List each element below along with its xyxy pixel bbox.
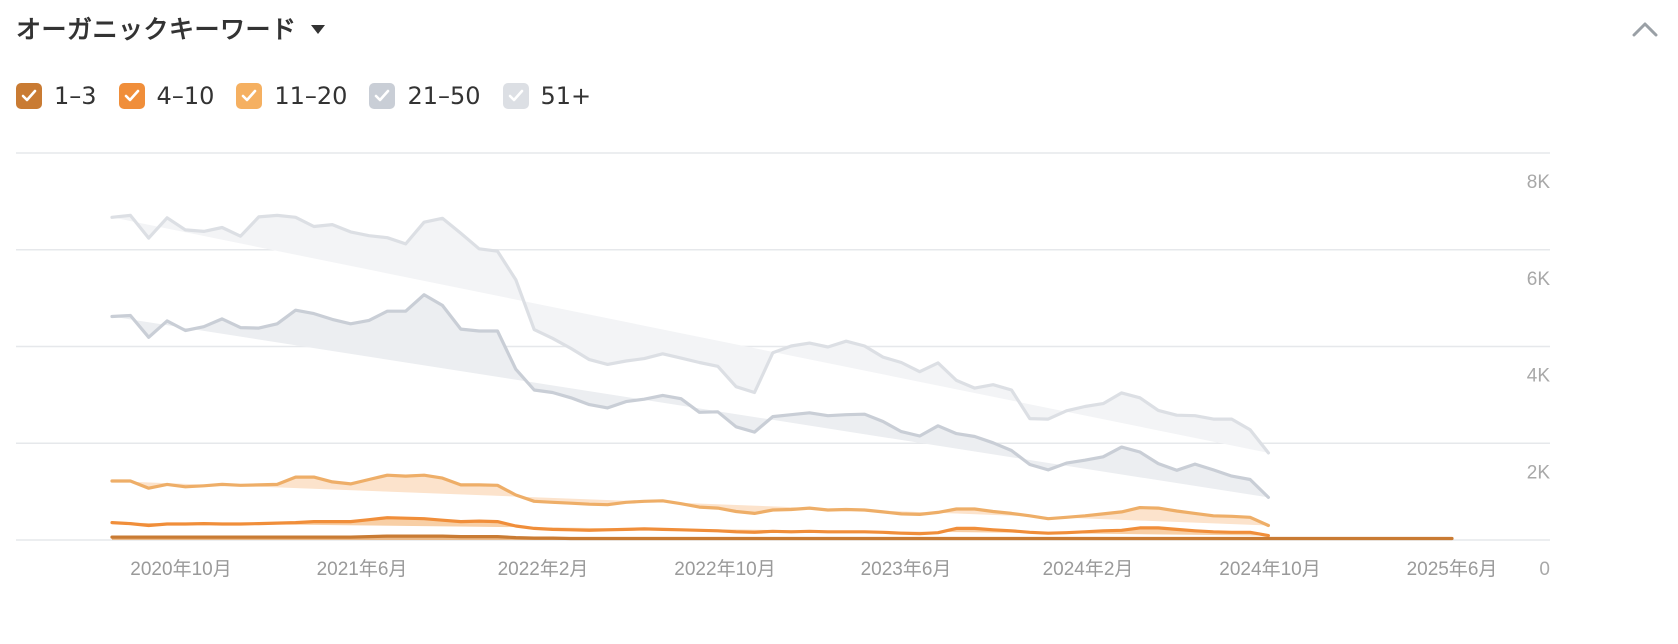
checkbox-checked-icon[interactable] xyxy=(16,83,42,109)
area-4–10 xyxy=(112,517,1269,536)
y-tick-label: 6K xyxy=(1527,269,1551,290)
y-tick-label: 4K xyxy=(1527,366,1551,387)
y-tick-label: 2K xyxy=(1527,462,1551,483)
series-line-11–20 xyxy=(110,473,1271,528)
area-11–20 xyxy=(112,475,1269,526)
x-tick-label: 2021年6月 xyxy=(317,558,408,580)
x-axis-ticks: 2020年10月 2021年6月 2022年2月 2022年10月 2023年6月 202… xyxy=(130,558,1497,580)
series-lines xyxy=(110,213,1454,541)
legend-label: 1–3 xyxy=(54,82,97,110)
y-tick-label: 0 xyxy=(1539,559,1550,580)
legend-label: 11–20 xyxy=(274,82,348,110)
checkbox-checked-icon[interactable] xyxy=(236,83,263,109)
series-line-1–3 xyxy=(110,534,1454,541)
x-tick-label: 2024年10月 xyxy=(1219,558,1320,580)
legend-label: 4–10 xyxy=(156,82,215,110)
y-axis-ticks: 0 2K 4K 6K 8K xyxy=(1527,172,1551,580)
checkbox-checked-icon[interactable] xyxy=(118,83,145,109)
x-tick-label: 2020年10月 xyxy=(130,558,231,580)
legend: 1–3 4–10 11–20 21–50 51+ xyxy=(16,82,591,110)
legend-item-1-3[interactable]: 1–3 xyxy=(16,82,97,110)
legend-label: 21–50 xyxy=(407,82,481,110)
legend-label: 51+ xyxy=(540,82,592,110)
series-line-51+ xyxy=(110,213,1271,455)
x-tick-label: 2023年6月 xyxy=(861,558,952,580)
legend-item-21-50[interactable]: 21–50 xyxy=(369,82,481,110)
grid-lines xyxy=(16,152,1550,541)
area-51+ xyxy=(112,215,1269,453)
checkbox-checked-icon[interactable] xyxy=(502,83,529,109)
section-header[interactable]: オーガニックキーワード xyxy=(16,8,325,48)
area-21–50 xyxy=(112,294,1269,498)
checkbox-checked-icon[interactable] xyxy=(369,83,396,109)
y-tick-label: 8K xyxy=(1527,172,1551,193)
dropdown-caret-icon[interactable] xyxy=(310,25,325,34)
series-line-21–50 xyxy=(110,293,1271,499)
x-tick-label: 2025年6月 xyxy=(1407,558,1498,580)
x-tick-label: 2024年2月 xyxy=(1043,558,1134,580)
series-areas xyxy=(112,215,1452,540)
collapse-button[interactable] xyxy=(1628,12,1662,46)
x-tick-label: 2022年10月 xyxy=(674,558,775,580)
legend-item-51-plus[interactable]: 51+ xyxy=(502,82,592,110)
section-title: オーガニックキーワード xyxy=(16,15,297,44)
chevron-up-icon xyxy=(1632,22,1658,37)
legend-item-11-20[interactable]: 11–20 xyxy=(236,82,347,110)
legend-item-4-10[interactable]: 4–10 xyxy=(118,82,215,110)
series-line-4–10 xyxy=(110,516,1271,538)
x-tick-label: 2022年2月 xyxy=(498,558,589,580)
